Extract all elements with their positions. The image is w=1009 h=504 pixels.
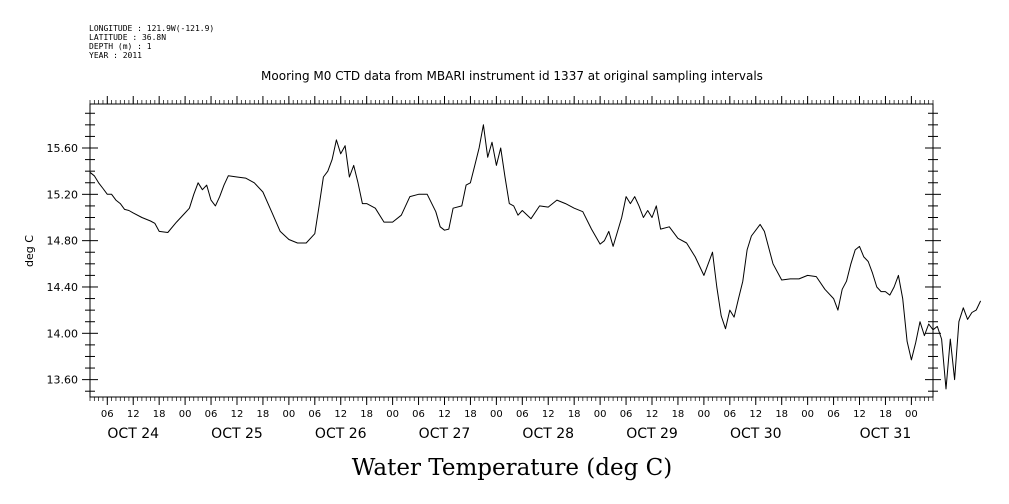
series-line <box>89 124 982 390</box>
x-day-label: OCT 28 <box>522 426 574 442</box>
y-axis-ticks: 13.60 14.00 14.40 14.80 15.20 15.60 <box>47 112 941 392</box>
x-day-label: OCT 26 <box>315 426 367 442</box>
x-hour-label: 00 <box>594 409 607 420</box>
x-hour-label: 00 <box>282 409 295 420</box>
x-day-label: OCT 24 <box>107 426 159 442</box>
x-hour-label: 00 <box>490 409 503 420</box>
meta-depth: DEPTH (m) : 1 <box>89 42 152 51</box>
x-hour-label: 18 <box>257 409 270 420</box>
x-hour-label: 18 <box>360 409 373 420</box>
x-day-label: OCT 25 <box>211 426 263 442</box>
x-hour-label: 12 <box>231 409 244 420</box>
x-hour-label: 00 <box>698 409 711 420</box>
x-hour-label: 06 <box>205 409 218 420</box>
x-hour-label: 18 <box>568 409 581 420</box>
x-hour-label: 12 <box>749 409 762 420</box>
x-hour-label: 18 <box>879 409 892 420</box>
x-hour-label: 12 <box>127 409 140 420</box>
meta-longitude: LONGITUDE : 121.9W(-121.9) <box>89 24 214 33</box>
x-day-label: OCT 31 <box>860 426 912 442</box>
series-group <box>89 124 982 390</box>
y-tick-label: 15.60 <box>47 142 79 155</box>
y-tick-label: 13.60 <box>47 374 79 387</box>
x-day-label: OCT 30 <box>730 426 782 442</box>
y-tick-label: 14.00 <box>47 327 79 340</box>
x-hour-label: 18 <box>153 409 166 420</box>
y-tick-label: 14.40 <box>47 281 79 294</box>
x-hour-label: 12 <box>542 409 555 420</box>
x-hour-label: 12 <box>646 409 659 420</box>
x-day-label: OCT 29 <box>626 426 678 442</box>
plot-frame <box>89 103 934 398</box>
x-axis-ticks: 06 12 18 00 06 12 18 00 06 12 18 00 06 12 18 00 06 12 18 00… <box>101 96 918 442</box>
meta-year: YEAR : 2011 <box>89 51 142 60</box>
x-hour-label: 06 <box>412 409 425 420</box>
x-hour-label: 00 <box>801 409 814 420</box>
x-hour-label: 12 <box>438 409 451 420</box>
meta-latitude: LATITUDE : 36.8N <box>89 33 166 42</box>
x-hour-label: 06 <box>620 409 633 420</box>
y-tick-label: 15.20 <box>47 188 79 201</box>
x-hour-label: 06 <box>101 409 114 420</box>
x-hour-label: 00 <box>179 409 192 420</box>
x-hour-label: 00 <box>905 409 918 420</box>
x-hour-label: 00 <box>386 409 399 420</box>
chart-title: Mooring M0 CTD data from MBARI instrumen… <box>261 69 763 83</box>
metadata-block: LONGITUDE : 121.9W(-121.9) LATITUDE : 36… <box>89 24 214 60</box>
x-day-label: OCT 27 <box>419 426 471 442</box>
x-hour-label: 06 <box>308 409 321 420</box>
x-hour-label: 12 <box>334 409 347 420</box>
x-hour-label: 18 <box>672 409 685 420</box>
x-axis-label: Water Temperature (deg C) <box>352 455 672 481</box>
x-hour-label: 06 <box>827 409 840 420</box>
x-hour-label: 06 <box>516 409 529 420</box>
y-tick-label: 14.80 <box>47 235 79 248</box>
minor-ticks <box>89 100 934 401</box>
x-hour-label: 12 <box>853 409 866 420</box>
y-axis-label: deg C <box>23 235 36 267</box>
x-hour-label: 18 <box>775 409 788 420</box>
x-hour-label: 06 <box>723 409 736 420</box>
x-hour-label: 18 <box>464 409 477 420</box>
